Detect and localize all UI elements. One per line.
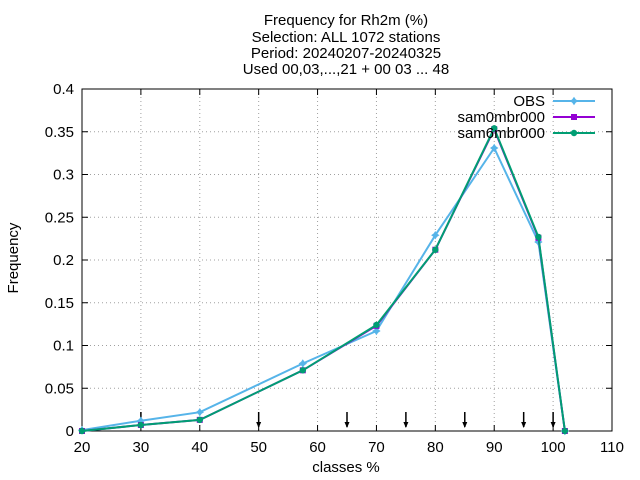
grid	[82, 89, 612, 431]
chart-title: Frequency for Rh2m (%) Selection: ALL 10…	[243, 12, 449, 78]
data-point	[78, 427, 86, 435]
title-line-1: Frequency for Rh2m (%)	[264, 12, 428, 29]
legend-marker	[571, 114, 577, 120]
x-tick-label: 100	[541, 439, 566, 456]
tick-labels: 20 30 40 50 60 70 80 90 100 110 0 0.05 0.1 0.15 0.2 0.2…	[45, 81, 624, 456]
class-limit-arrow-head	[521, 422, 527, 428]
data-point	[372, 326, 381, 336]
data-point	[373, 321, 380, 329]
data-point	[136, 416, 146, 425]
class-limit-arrow-head	[403, 422, 409, 428]
title-line-3: Period: 20240207-20240325	[251, 45, 441, 62]
x-tick-label: 80	[427, 439, 444, 456]
data-point	[561, 427, 569, 435]
y-tick-label: 0.35	[45, 124, 74, 141]
legend-label: sam6mbr000	[457, 125, 545, 142]
x-tick-label: 20	[74, 439, 91, 456]
x-axis-label: classes %	[312, 459, 380, 476]
series-OBS	[77, 143, 570, 436]
data-point	[491, 125, 498, 132]
class-limit-arrow-head	[462, 422, 468, 428]
y-tick-label: 0.2	[53, 252, 74, 269]
y-tick-label: 0.1	[53, 338, 74, 355]
data-point	[299, 367, 307, 374]
y-tick-label: 0.25	[45, 209, 74, 226]
data-point	[490, 143, 499, 153]
data-point	[431, 231, 440, 240]
y-tick-label: 0.15	[45, 295, 74, 312]
x-tick-label: 30	[133, 439, 150, 456]
class-limit-arrow-head	[550, 422, 556, 428]
x-tick-label: 70	[368, 439, 385, 456]
data-point	[298, 359, 307, 368]
class-limit-arrows	[138, 412, 556, 428]
data-point	[195, 408, 204, 417]
legend-label: OBS	[513, 93, 545, 110]
x-tick-label: 90	[486, 439, 503, 456]
title-line-2: Selection: ALL 1072 stations	[252, 29, 441, 46]
series	[77, 125, 570, 436]
x-tick-label: 50	[250, 439, 267, 456]
class-limit-arrow-head	[256, 422, 262, 428]
y-tick-label: 0.3	[53, 167, 74, 184]
data-point	[432, 246, 439, 253]
x-tick-label: 40	[191, 439, 208, 456]
x-tick-label: 60	[309, 439, 326, 456]
data-point	[137, 421, 145, 429]
class-limit-arrow-head	[344, 422, 350, 428]
y-tick-label: 0	[66, 423, 74, 440]
y-axis-label: Frequency	[5, 222, 22, 293]
series-sam6mbr000	[78, 125, 569, 435]
legend-label: sam0mbr000	[457, 109, 545, 126]
title-line-4: Used 00,03,...,21 + 00 03 ... 48	[243, 61, 449, 78]
data-point	[535, 233, 542, 241]
legend-marker	[569, 96, 579, 106]
series-line	[81, 125, 566, 432]
y-tick-label: 0.4	[53, 81, 74, 98]
x-tick-label: 110	[600, 439, 624, 456]
legend-marker	[570, 129, 578, 137]
data-point	[196, 416, 203, 424]
y-tick-label: 0.05	[45, 380, 74, 397]
